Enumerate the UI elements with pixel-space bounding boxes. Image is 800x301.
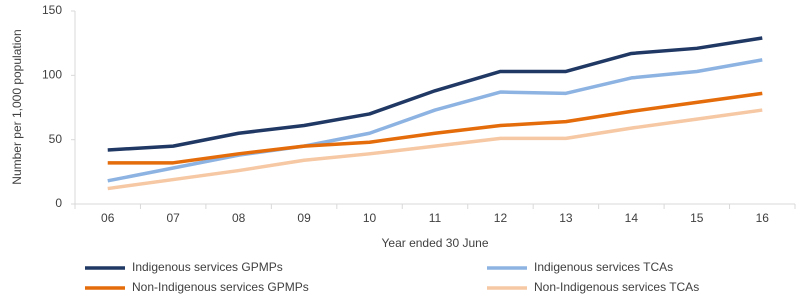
x-tick-label: 15	[690, 211, 704, 225]
x-tick-label: 07	[167, 211, 181, 225]
y-tick-label: 0	[55, 196, 62, 210]
x-tick-label: 11	[429, 211, 442, 225]
x-axis-label: Year ended 30 June	[382, 236, 489, 250]
x-tick-label: 14	[625, 211, 639, 225]
x-tick-label: 08	[232, 211, 246, 225]
legend-label: Non-Indigenous services GPMPs	[132, 280, 309, 294]
y-axis-label: Number per 1,000 population	[10, 29, 24, 184]
x-tick-label: 10	[363, 211, 377, 225]
y-tick-label: 50	[49, 132, 63, 146]
x-tick-label: 06	[101, 211, 115, 225]
x-tick-label: 09	[297, 211, 311, 225]
y-tick-label: 150	[42, 3, 62, 17]
line-series	[107, 36, 763, 152]
x-tick-label: 12	[494, 211, 508, 225]
x-tick-label: 16	[756, 211, 770, 225]
line-series	[107, 58, 763, 183]
x-tick-label: 13	[559, 211, 573, 225]
legend-label: Non-Indigenous services TCAs	[534, 280, 699, 294]
line-series	[107, 91, 763, 165]
line-series	[107, 108, 763, 191]
legend-label: Indigenous services TCAs	[534, 260, 673, 274]
legend-label: Indigenous services GPMPs	[132, 260, 283, 274]
y-tick-label: 100	[42, 68, 62, 82]
